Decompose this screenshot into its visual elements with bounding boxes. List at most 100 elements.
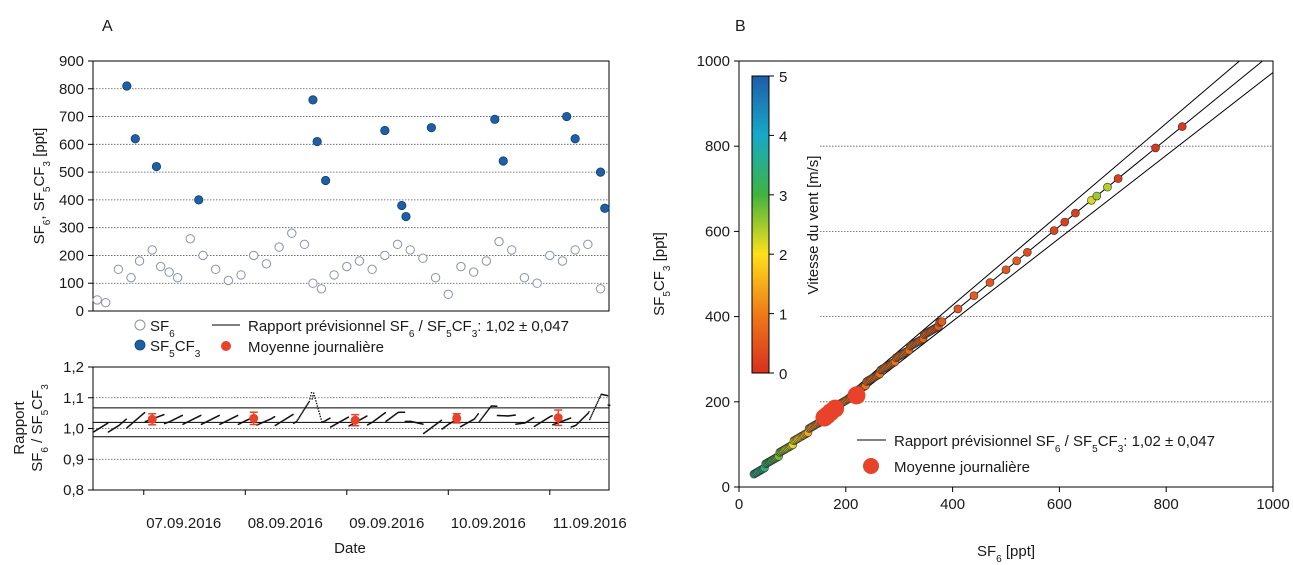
ratio-dot — [580, 419, 582, 422]
ratio-dot — [210, 418, 212, 421]
ratio-dot — [362, 417, 364, 419]
ratio-dot — [267, 419, 270, 421]
legend-daily-mean-label: Moyenne journalière — [894, 459, 1030, 476]
ratio-dot — [494, 405, 496, 407]
ratio-dot — [93, 431, 95, 433]
ratio-dot — [182, 423, 184, 425]
ratio-dot — [502, 415, 505, 417]
ratio-dot — [169, 420, 172, 422]
ratio-dot — [171, 419, 173, 422]
ratio-dot — [242, 421, 244, 423]
ratio-dot — [370, 422, 372, 424]
ratio-dot — [275, 424, 277, 426]
ratio-dot — [265, 420, 267, 422]
ratio-dot — [568, 417, 570, 420]
sf6-point — [519, 272, 530, 283]
ratio-dot — [508, 415, 511, 417]
ratio-dot — [201, 423, 203, 425]
ratio-dot — [592, 410, 595, 413]
ratio-dot — [422, 423, 424, 425]
ratio-dot — [167, 421, 169, 423]
panel-b-legend: Rapport prévisionnel SF6 / SF5CF3: 1,02 … — [857, 433, 1215, 476]
ratio-dot — [404, 420, 406, 423]
ratio-dot — [593, 408, 595, 411]
ratio-dot — [195, 416, 198, 419]
ratio-dot — [463, 423, 465, 426]
ratio-dot — [233, 416, 236, 418]
ratio-dot — [208, 419, 210, 422]
ratio-dot — [104, 424, 106, 426]
sf6-point — [126, 272, 136, 283]
ratio-dot — [395, 413, 398, 415]
ratio-dot — [197, 415, 200, 418]
ratio-dot — [532, 417, 534, 419]
ratio-dot — [123, 420, 125, 422]
ratio-dot — [340, 420, 342, 422]
ratio-dot — [139, 415, 141, 418]
ratio-dot — [181, 414, 183, 417]
ratio-dot — [373, 420, 375, 422]
y-tick-label: 0 — [722, 479, 730, 496]
ratio-dot — [300, 413, 302, 416]
ratio-dot — [417, 422, 420, 424]
ratio-dot — [565, 419, 567, 421]
sf6-point — [210, 264, 221, 275]
x-tick-label: 0 — [735, 496, 743, 513]
ratio-dot — [223, 421, 226, 423]
ratio-dot — [410, 420, 412, 423]
ratio-dot — [248, 418, 250, 421]
ratio-dot — [200, 414, 202, 417]
ratio-dot — [412, 421, 415, 423]
ratio-dot — [318, 413, 321, 415]
ratio-dot — [117, 425, 119, 427]
ratio-dot — [399, 411, 401, 414]
ratio-dot — [505, 415, 508, 417]
ratio-dot — [369, 422, 371, 425]
sf6-point — [274, 242, 284, 252]
ratio-dot — [197, 416, 199, 418]
ratio-dot — [279, 422, 281, 424]
ratio-dot — [336, 422, 339, 425]
ratio-dot — [364, 416, 367, 418]
ratio-dot — [504, 415, 507, 417]
ratio-dot — [419, 422, 421, 425]
ratio-dot — [400, 411, 402, 414]
panel-a-bottom-y-axis-label-line1: Rapport — [11, 400, 28, 454]
ratio-dot — [98, 427, 101, 429]
ratio-dot — [538, 422, 541, 424]
ratio-dot — [268, 418, 271, 421]
ratio-dot — [144, 420, 147, 423]
ratio-dot — [493, 405, 495, 407]
ratio-dot — [575, 424, 578, 426]
sf6-point — [100, 297, 111, 308]
panel-b-ticks: 0 200 400 600 800 1000 0 200 400 600 800 1000 — [697, 53, 1290, 513]
ratio-dot — [586, 413, 589, 415]
ratio-dot — [535, 424, 538, 426]
ratio-dot — [136, 418, 138, 420]
ratio-dot — [587, 412, 589, 414]
ratio-dot — [510, 414, 513, 417]
legend-sf6-marker — [134, 319, 146, 331]
panel-a-top-y-axis-label: SF6, SF5CF3 [ppt] — [31, 128, 53, 245]
ratio-dot — [185, 422, 187, 424]
ratio-dot — [490, 405, 493, 407]
sf5cf3-point — [600, 203, 610, 213]
ratio-dot — [483, 414, 485, 416]
ratio-dot — [487, 408, 490, 411]
ratio-dot — [205, 421, 207, 423]
ratio-dot — [108, 430, 110, 433]
ratio-dot — [258, 423, 260, 425]
legend-ratio-label: Rapport prévisionnel SF6 / SF5CF3: 1,02 … — [248, 318, 569, 340]
ratio-dot — [132, 422, 134, 424]
ratio-dot — [567, 418, 570, 420]
ratio-dot — [566, 418, 569, 420]
ratio-dot — [206, 420, 209, 423]
ratio-dot — [222, 422, 224, 424]
ratio-dot — [146, 420, 149, 422]
ratio-dot — [497, 414, 499, 417]
ratio-dot — [113, 427, 116, 429]
panel-a-bottom-y-ticks: 0,8 0,9 1,0 1,1 1,2 — [63, 359, 93, 499]
sf6-point — [405, 245, 415, 255]
sf6-point — [342, 261, 352, 272]
daily-mean-point — [553, 413, 563, 423]
